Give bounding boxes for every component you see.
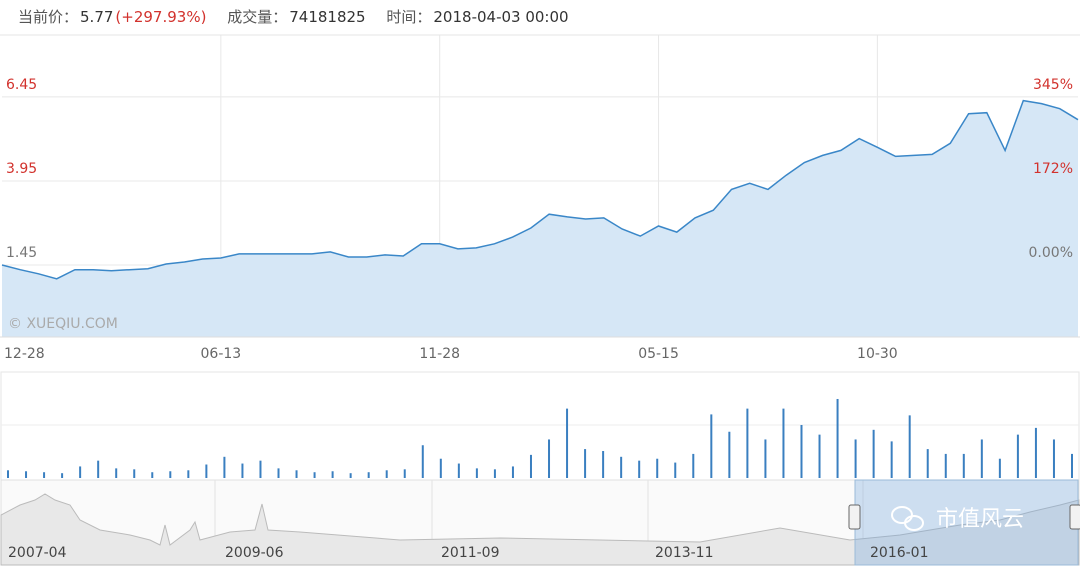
y2-tick-label: 345% [1033,77,1073,93]
volume-bar [620,456,623,478]
volume-bar [7,470,9,478]
y-tick-label: 1.45 [6,245,37,261]
volume-bar [97,460,100,478]
x-tick-label: 10-30 [857,346,898,362]
volume-bar [475,468,478,478]
volume-bar [43,472,46,478]
volume-bar [692,453,695,478]
volume-bar [133,469,136,478]
volume-bar [656,458,659,478]
volume-bar [710,414,713,478]
volume-bar [313,472,316,478]
navigator-selection[interactable] [854,479,1079,566]
volume-bar [548,439,551,478]
volume-bar [187,470,190,478]
y2-tick-label: 172% [1033,161,1073,177]
y2-tick-label: 0.00% [1029,245,1073,261]
volume-bar [529,454,532,478]
volume-bar [403,469,406,478]
volume-bar [79,466,82,478]
header: 当前价： 5.77 (+297.93%) 成交量： 74181825 时间： 2018-… [18,6,571,27]
navigator-handle[interactable] [848,504,861,530]
volume-bar [367,472,370,478]
watermark: © XUEQIU.COM [8,316,118,332]
volume-bar [944,453,947,478]
volume-bar [890,441,893,478]
navigator-series [0,493,1080,566]
volume-bar [61,473,64,478]
volume-bar [998,458,1001,478]
volume-bar [169,471,172,478]
navigator-label: 2013-11 [655,545,714,561]
volume-bar [980,439,983,478]
x-tick-label: 11-28 [419,346,460,362]
volume-bar [25,471,28,478]
time: 2018-04-03 00:00 [433,8,569,26]
volume-bar [349,473,352,478]
volume-bar [584,449,587,478]
volume-bar [115,468,118,478]
volume-bar [385,470,388,478]
price: 5.77 [80,8,114,26]
brand: 市值风云 [936,507,1024,532]
volume-bar [277,468,280,478]
volume-bar [1016,434,1019,478]
volume-bar [151,472,154,478]
navigator-label: 2007-04 [8,545,67,561]
volume-bar [836,398,839,478]
volume-bar [908,415,911,478]
volume-bar [511,466,514,478]
volume: 74181825 [289,8,366,26]
navigator-handle[interactable] [1069,504,1080,530]
volume-bar [926,449,929,478]
price-line [1,99,1079,280]
volume-bar [872,429,875,478]
volume-bar [782,408,785,478]
volume-bar [602,451,605,478]
x-tick-label: 05-15 [638,346,679,362]
navigator-label: 2016-01 [870,545,929,561]
volume-bar [493,469,496,478]
volume-bar [800,425,803,478]
area [2,100,1078,337]
change: (+297.93%) [115,8,207,26]
volume-bar [421,445,424,478]
time-label: 时间： [386,8,432,26]
price-label: 当前价： [18,8,79,26]
brand-icon [891,506,924,531]
volume-label: 成交量： [227,8,288,26]
y-tick-label: 3.95 [6,161,37,177]
volume-bar [728,431,731,478]
volume-bar [764,439,767,478]
volume-bar [259,460,262,478]
volume-bar [962,453,965,478]
volume-bar [223,456,226,478]
x-tick-label: 06-13 [201,346,242,362]
y-tick-label: 6.45 [6,77,37,93]
volume-bar [1052,439,1055,478]
volume-bar [566,408,569,478]
volume-bar [854,439,857,478]
volume-bar [205,464,208,478]
volume-bar [457,463,460,478]
volume-bar [241,463,244,478]
volume-bar [818,434,821,478]
volume-bar [638,460,641,478]
volume-bar [331,471,334,478]
x-tick-label: 12-28 [4,346,45,362]
volume-bar [746,408,749,478]
navigator-label: 2011-09 [441,545,500,561]
volume-bar [674,462,677,478]
volume-bar [439,458,442,478]
volume-bar [1034,427,1037,478]
volume-bar [295,470,298,478]
navigator-label: 2009-06 [225,545,284,561]
volume-bar [1071,453,1073,478]
